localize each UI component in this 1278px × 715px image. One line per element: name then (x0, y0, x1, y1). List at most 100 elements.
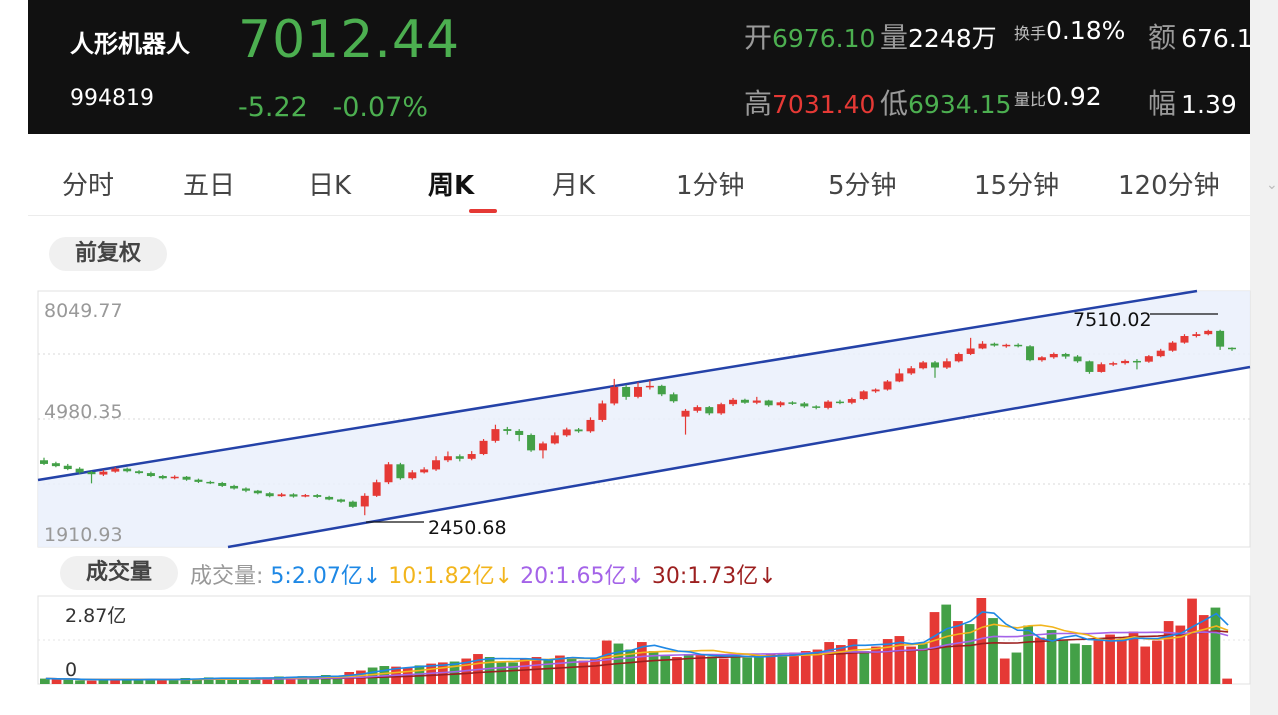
volume-bar (1035, 637, 1045, 684)
volume-bar (274, 676, 284, 684)
volume-bar (519, 658, 530, 684)
volume-bar (110, 678, 120, 684)
high-value: 7031.40 (772, 90, 876, 119)
candle-body (194, 479, 203, 482)
tab-5-minute[interactable]: 5分钟 (828, 171, 897, 201)
volume-bar (789, 652, 799, 684)
volume-bar (695, 654, 706, 684)
candle-body (871, 389, 880, 392)
volume-bar (1140, 646, 1151, 684)
candle-body (455, 456, 464, 459)
tab-weekly-k[interactable]: 周K (428, 171, 475, 201)
ma5-line (45, 611, 1229, 681)
volume-bar (566, 657, 577, 684)
vol-ratio-stat: 量比0.92 (1014, 82, 1102, 111)
candle-body (835, 401, 844, 404)
volume-bar (75, 680, 85, 684)
tab-monthly-k[interactable]: 月K (552, 171, 596, 201)
adjust-mode-button[interactable]: 前复权 (49, 237, 167, 271)
open-stat: 开6976.10 (744, 16, 875, 56)
ma30-value: 30:1.73亿↓ (651, 564, 777, 589)
trend-channel-fill (38, 291, 1250, 547)
open-label: 开 (744, 21, 773, 54)
candle-body (491, 429, 500, 441)
volume-bar (531, 657, 542, 684)
candle-body (170, 476, 179, 479)
volume-bar (1128, 631, 1139, 684)
candle-body (87, 471, 96, 475)
tab-intraday[interactable]: 分时 (62, 171, 115, 201)
candle-body (883, 381, 892, 390)
volume-bar (203, 677, 214, 684)
volume-indicator-button[interactable]: 成交量 (60, 556, 178, 590)
volume-bar (953, 621, 963, 684)
volume-legend-prefix: 成交量: (190, 564, 264, 589)
volume-bar (637, 642, 647, 684)
volume-bar (1105, 634, 1115, 684)
candle-body (1121, 360, 1130, 364)
left-margin (0, 0, 28, 715)
chevron-down-icon[interactable]: ⌄ (1266, 177, 1278, 193)
volume-bar (168, 678, 179, 684)
turnover-label: 换手 (1014, 24, 1047, 43)
candle-body (1144, 356, 1153, 362)
volume-bar (1222, 678, 1232, 684)
volume-stat: 量2248万 (880, 16, 997, 56)
volume-bar (262, 677, 273, 684)
candle-body (1085, 361, 1094, 372)
candle-body (396, 464, 405, 479)
high-label: 高 (744, 87, 773, 120)
volume-ma-legend: 成交量: 5:2.07亿↓ 10:1.82亿↓ 20:1.65亿↓ 30:1.7… (190, 558, 777, 590)
volume-bar (133, 680, 144, 684)
candle-body (931, 362, 939, 368)
volume-label: 量 (880, 21, 909, 54)
volume-bar (145, 679, 156, 684)
candle-body (40, 460, 48, 464)
volume-bar (660, 655, 671, 684)
candle-body (1204, 330, 1213, 335)
volume-bar (964, 624, 975, 684)
volume-bar (742, 657, 753, 684)
candle-body (610, 386, 619, 404)
ma20-value: 20:1.65亿↓ (520, 564, 645, 589)
tab-120-minute[interactable]: 120分钟 (1118, 171, 1220, 201)
candle-body (740, 399, 749, 403)
candle-body (954, 353, 963, 362)
candle-body (51, 463, 60, 467)
volume-bar (648, 651, 659, 684)
high-mark-label: 7510.02 (1073, 309, 1152, 331)
candle-body (729, 399, 738, 405)
volume-bar (1081, 645, 1092, 684)
volume-bar (590, 657, 600, 684)
volume-bar (1187, 598, 1197, 684)
low-stat: 低6934.15 (880, 82, 1011, 122)
candle-body (337, 499, 345, 502)
volume-bar (1046, 630, 1057, 684)
candle-body (384, 464, 393, 483)
tab-1-minute[interactable]: 1分钟 (676, 171, 745, 201)
candle-body (645, 385, 654, 388)
tab-five-day[interactable]: 五日 (183, 171, 236, 201)
turnover-value: 0.18% (1046, 16, 1126, 45)
candle-body (443, 456, 452, 461)
candle-body (598, 403, 607, 420)
candle-body (182, 476, 191, 480)
candle-body (301, 495, 310, 497)
candle-body (230, 485, 239, 489)
candle-body (574, 429, 583, 432)
candle-body (420, 469, 429, 473)
tab-15-minute[interactable]: 15分钟 (974, 171, 1060, 201)
candle-body (360, 495, 369, 507)
candle-body (99, 471, 108, 475)
volume-bar (1152, 640, 1162, 684)
candle-body (1037, 357, 1046, 361)
volume-bar (718, 658, 729, 684)
candle-body (681, 410, 690, 417)
volume-bar (765, 654, 776, 684)
tab-daily-k[interactable]: 日K (308, 171, 352, 201)
amplitude-label: 幅 (1148, 87, 1177, 120)
candle-body (479, 440, 488, 455)
volume-bar (285, 676, 296, 684)
last-price: 7012.44 (238, 10, 461, 70)
